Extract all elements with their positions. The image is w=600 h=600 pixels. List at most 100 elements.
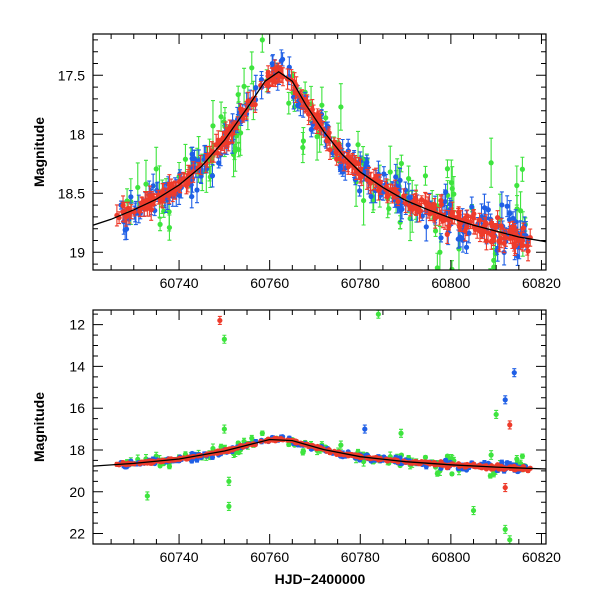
- data-point: [392, 186, 398, 192]
- data-point: [455, 236, 461, 242]
- data-point: [168, 181, 174, 188]
- outlier-point: [502, 526, 508, 532]
- data-point: [337, 156, 343, 162]
- data-point: [510, 215, 516, 221]
- data-point: [507, 211, 513, 217]
- data-point: [249, 65, 255, 71]
- data-point: [272, 79, 279, 85]
- data-point: [209, 454, 216, 460]
- data-point: [182, 156, 189, 162]
- outlier-point: [470, 507, 477, 514]
- y-tick-label: 18: [69, 126, 85, 142]
- data-point: [444, 231, 450, 237]
- data-point: [345, 142, 351, 148]
- data-point: [210, 123, 216, 129]
- data-point: [514, 182, 520, 189]
- top-panel: 60740 60760 60780 60800 60820 17.5 18 18.5 19 Ma…: [31, 33, 561, 291]
- data-point: [378, 184, 384, 190]
- red-series: [114, 59, 533, 262]
- data-point: [269, 60, 275, 67]
- data-point: [195, 165, 201, 171]
- data-point: [444, 453, 451, 459]
- y-tick-label: 18.5: [58, 185, 85, 201]
- outlier-point: [221, 336, 227, 342]
- bottom-plot-area: [93, 310, 546, 544]
- blue-series: [118, 434, 531, 475]
- data-point: [466, 230, 472, 236]
- data-point: [493, 224, 499, 230]
- data-point: [189, 193, 195, 200]
- data-point: [143, 198, 149, 204]
- data-point: [236, 146, 242, 153]
- data-point: [491, 264, 497, 270]
- data-point: [143, 181, 149, 187]
- x-tick-label: 60820: [522, 275, 561, 291]
- data-point: [432, 228, 439, 234]
- x-tick-label: 60740: [160, 549, 199, 565]
- outlier-point: [144, 493, 150, 499]
- y-tick-label: 18: [69, 442, 85, 458]
- data-point: [338, 442, 344, 448]
- data-point: [249, 435, 255, 441]
- data-point: [490, 238, 496, 244]
- data-point: [265, 70, 271, 76]
- blue-series: [118, 49, 531, 267]
- data-point: [194, 457, 200, 463]
- x-axis-title: HJD−2400000: [275, 571, 366, 587]
- data-point: [437, 249, 443, 255]
- data-point: [422, 454, 429, 460]
- data-point: [449, 210, 455, 216]
- data-point: [139, 200, 145, 206]
- y-tick-label: 16: [69, 400, 85, 416]
- top-y-axis-title: Magnitude: [31, 117, 47, 187]
- data-point: [449, 461, 455, 467]
- data-point: [146, 203, 152, 209]
- data-point: [456, 213, 462, 219]
- data-point: [123, 214, 129, 220]
- data-point: [525, 248, 531, 254]
- data-point: [439, 216, 445, 222]
- outlier-point: [398, 430, 404, 436]
- data-point: [368, 193, 374, 200]
- data-point: [456, 461, 462, 468]
- data-point: [159, 189, 166, 195]
- outlier-point: [226, 503, 232, 509]
- data-point: [471, 211, 477, 217]
- outlier-points: [144, 310, 517, 544]
- data-point: [300, 449, 306, 455]
- data-point: [218, 444, 224, 450]
- data-point: [416, 208, 423, 215]
- top-ticks: 60740 60760 60780 60800 60820 17.5 18 18.5 19: [58, 34, 561, 291]
- bottom-frame: [92, 309, 547, 545]
- data-point: [499, 202, 505, 208]
- data-point: [487, 473, 493, 479]
- top-frame: [92, 33, 547, 271]
- outlier-point: [217, 317, 223, 324]
- data-point: [189, 458, 195, 464]
- outlier-point: [493, 411, 499, 418]
- data-point: [488, 452, 494, 458]
- data-point: [456, 246, 462, 252]
- data-point: [406, 203, 413, 209]
- data-point: [286, 100, 292, 106]
- data-point: [485, 207, 491, 213]
- data-point: [300, 138, 307, 144]
- data-point: [426, 201, 432, 208]
- data-point: [155, 192, 162, 198]
- data-point: [443, 189, 449, 195]
- y-tick-label: 19: [69, 244, 85, 260]
- x-tick-label: 60820: [522, 549, 561, 565]
- data-point: [434, 265, 440, 270]
- data-point: [519, 466, 526, 472]
- outlier-point: [226, 478, 232, 484]
- data-point: [496, 238, 502, 244]
- data-point: [216, 160, 222, 166]
- data-point: [423, 224, 429, 230]
- data-point: [338, 104, 344, 110]
- data-point: [176, 192, 182, 198]
- data-point: [295, 102, 301, 109]
- data-point: [153, 166, 159, 172]
- y-tick-label: 20: [69, 484, 85, 500]
- data-point: [398, 160, 404, 167]
- data-point: [413, 205, 419, 211]
